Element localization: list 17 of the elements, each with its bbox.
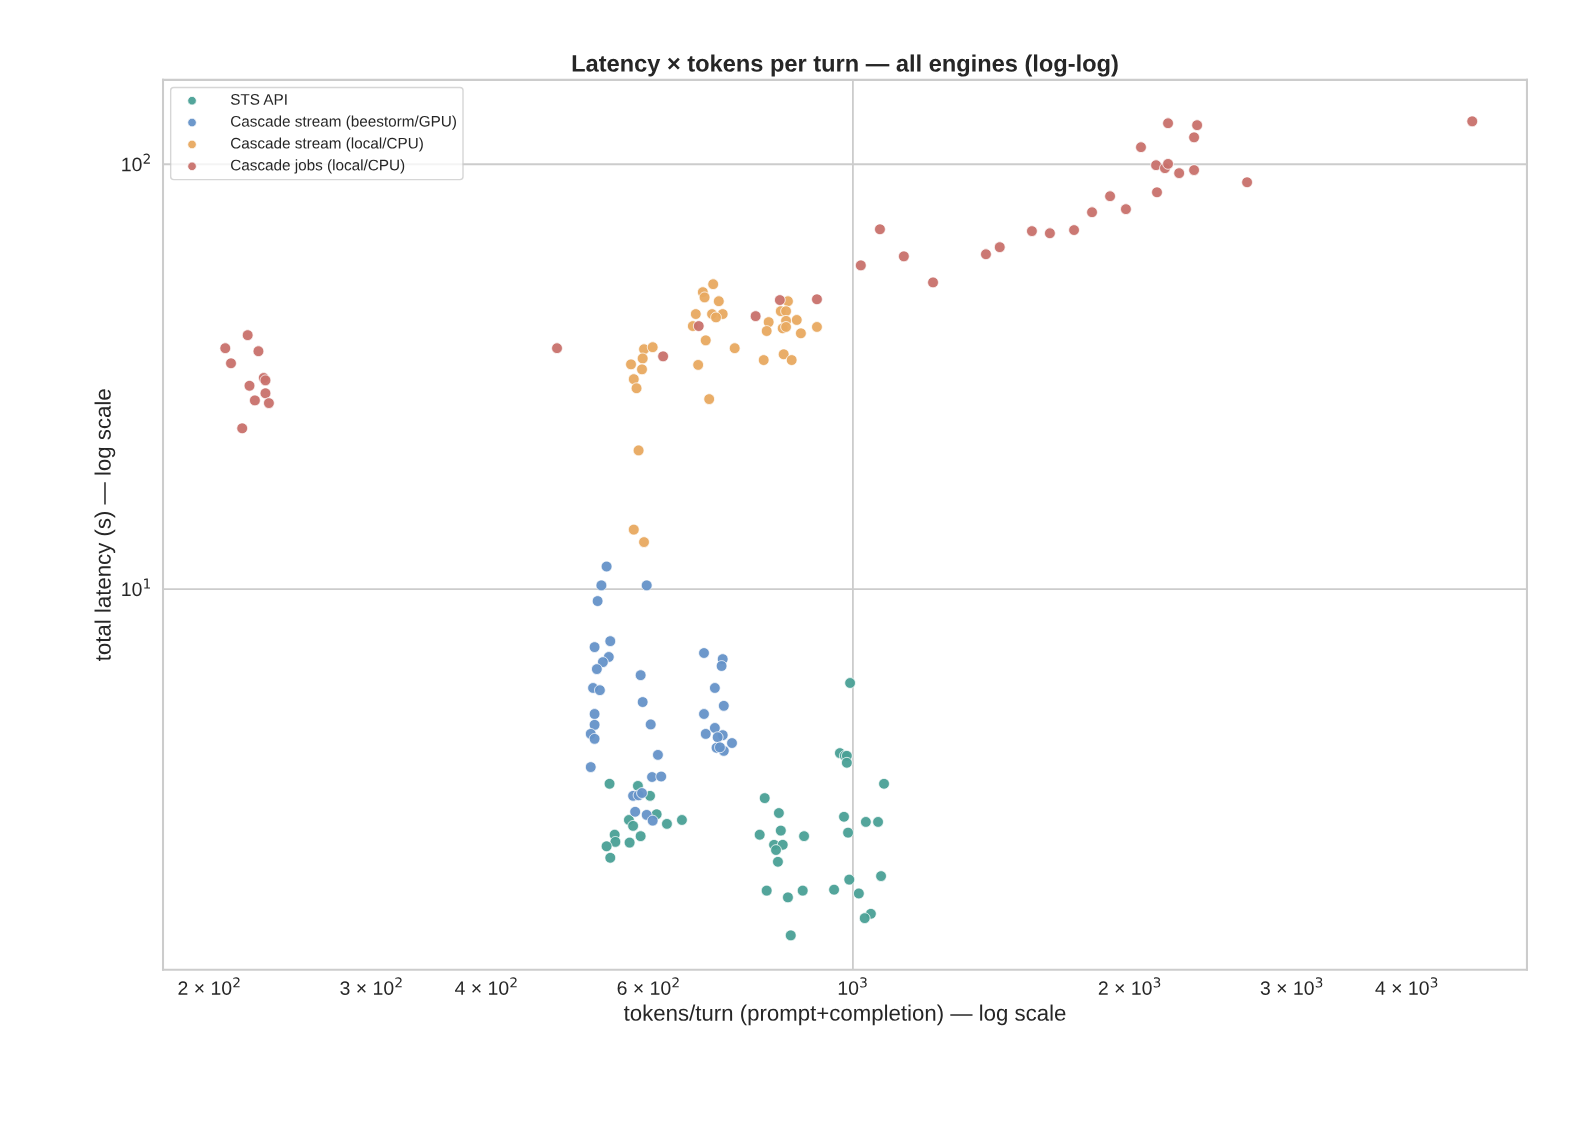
- x-axis-title: tokens/turn (prompt+completion) — log scale: [623, 1004, 1066, 1026]
- legend-label: STS API: [230, 94, 287, 105]
- y-tick-label: 10$^{1}$: [122, 578, 151, 597]
- x-tick-label: 10$^{3}$: [838, 977, 867, 995]
- chart-title: Latency × tokens per turn — all engines (log-log): [572, 54, 1118, 77]
- x-tick-label: 2 × 10$^{3}$: [1098, 977, 1161, 995]
- legend-label: Cascade stream (local/CPU): [231, 137, 423, 152]
- x-tick-label: 3 × 10$^{3}$: [1260, 977, 1323, 995]
- legend-label: Cascade stream (beestorm/GPU): [231, 115, 456, 130]
- x-tick-label: 3 × 10$^{2}$: [340, 977, 402, 995]
- y-tick-label: 10$^{2}$: [122, 153, 150, 172]
- y-axis-title: total latency (s) — log scale: [94, 389, 116, 661]
- legend-label: Cascade jobs (local/CPU): [231, 159, 405, 174]
- x-tick-label: 6 × 10$^{2}$: [617, 977, 679, 995]
- x-tick-label: 2 × 10$^{2}$: [178, 977, 240, 995]
- x-tick-label: 4 × 10$^{3}$: [1375, 977, 1438, 995]
- x-tick-label: 4 × 10$^{2}$: [455, 977, 517, 995]
